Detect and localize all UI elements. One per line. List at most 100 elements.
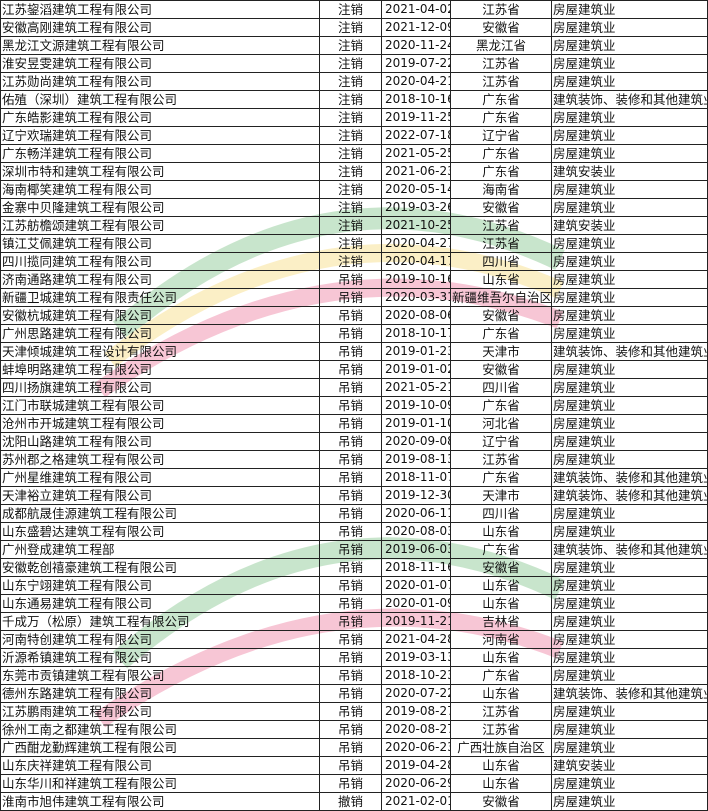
cell-date: 2021-06-23: [381, 162, 451, 181]
cell-industry: 房屋建筑业: [551, 630, 708, 649]
cell-company: 四川揽同建筑工程有限公司: [0, 252, 320, 271]
cell-status: 吊销: [319, 738, 382, 757]
cell-province: 安徽省: [450, 198, 552, 217]
cell-province: 江苏省: [450, 216, 552, 235]
cell-industry: 房屋建筑业: [551, 180, 708, 199]
cell-company: 淮南市旭伟建筑工程有限公司: [0, 792, 320, 811]
table-row: 江苏舫檐颂建筑工程有限公司 注销 2021-10-25 江苏省 建筑安装业: [0, 216, 708, 235]
cell-industry: 建筑装饰、装修和其他建筑业: [551, 684, 708, 703]
cell-date: 2019-12-30: [381, 486, 451, 505]
cell-company: 沧州市开城建筑工程有限公司: [0, 414, 320, 433]
cell-industry: 房屋建筑业: [551, 594, 708, 613]
cell-company: 安徽杭城建筑工程有限公司: [0, 306, 320, 325]
cell-province: 江苏省: [450, 54, 552, 73]
table-row: 辽宁欢瑞建筑工程有限公司 注销 2022-07-18 辽宁省 房屋建筑业: [0, 126, 708, 145]
cell-status: 吊销: [319, 540, 382, 559]
cell-company: 天津裕立建筑工程有限公司: [0, 486, 320, 505]
cell-status: 注销: [319, 54, 382, 73]
cell-status: 注销: [319, 162, 382, 181]
cell-date: 2019-01-23: [381, 342, 451, 361]
cell-company: 山东通易建筑工程有限公司: [0, 594, 320, 613]
cell-date: 2021-05-25: [381, 144, 451, 163]
cell-industry: 房屋建筑业: [551, 792, 708, 811]
cell-status: 注销: [319, 126, 382, 145]
cell-status: 注销: [319, 252, 382, 271]
cell-industry: 房屋建筑业: [551, 774, 708, 793]
cell-industry: 房屋建筑业: [551, 270, 708, 289]
cell-company: 广东畅洋建筑工程有限公司: [0, 144, 320, 163]
cell-company: 沂源希镇建筑工程有限公司: [0, 648, 320, 667]
cell-company: 蚌埠明路建筑工程有限公司: [0, 360, 320, 379]
cell-date: 2019-06-03: [381, 540, 451, 559]
cell-industry: 房屋建筑业: [551, 18, 708, 37]
cell-province: 广东省: [450, 324, 552, 343]
cell-status: 吊销: [319, 324, 382, 343]
cell-status: 吊销: [319, 342, 382, 361]
cell-date: 2021-12-09: [381, 18, 451, 37]
cell-company: 佑殖（深圳）建筑工程有限公司: [0, 90, 320, 109]
cell-status: 吊销: [319, 666, 382, 685]
table-row: 黑龙江文源建筑工程有限公司 注销 2020-11-24 黑龙江省 房屋建筑业: [0, 36, 708, 55]
cell-province: 山东省: [450, 684, 552, 703]
cell-company: 四川扬旗建筑工程有限公司: [0, 378, 320, 397]
cell-industry: 房屋建筑业: [551, 432, 708, 451]
cell-industry: 房屋建筑业: [551, 306, 708, 325]
cell-date: 2020-05-14: [381, 180, 451, 199]
cell-industry: 建筑装饰、装修和其他建筑业: [551, 90, 708, 109]
table-row: 千成万（松原）建筑工程有限公司 吊销 2019-11-21 吉林省 房屋建筑业: [0, 612, 708, 631]
cell-company: 千成万（松原）建筑工程有限公司: [0, 612, 320, 631]
cell-status: 注销: [319, 90, 382, 109]
cell-company: 东莞市贡镇建筑工程有限公司: [0, 666, 320, 685]
cell-province: 安徽省: [450, 18, 552, 37]
cell-company: 成都航晟佳源建筑工程有限公司: [0, 504, 320, 523]
cell-industry: 房屋建筑业: [551, 702, 708, 721]
cell-date: 2020-04-27: [381, 234, 451, 253]
cell-company: 金寨中贝隆建筑工程有限公司: [0, 198, 320, 217]
cell-date: 2021-04-28: [381, 630, 451, 649]
cell-company: 天津倾城建筑工程设计有限公司: [0, 342, 320, 361]
cell-industry: 房屋建筑业: [551, 108, 708, 127]
table-row: 安徽高刚建筑工程有限公司 注销 2021-12-09 安徽省 房屋建筑业: [0, 18, 708, 37]
cell-status: 注销: [319, 36, 382, 55]
cell-province: 山东省: [450, 648, 552, 667]
cell-status: 吊销: [319, 702, 382, 721]
cell-company: 安徽高刚建筑工程有限公司: [0, 18, 320, 37]
cell-status: 吊销: [319, 468, 382, 487]
cell-status: 吊销: [319, 756, 382, 775]
cell-company: 深圳市特和建筑工程有限公司: [0, 162, 320, 181]
cell-province: 广西壮族自治区: [450, 738, 552, 757]
cell-company: 江苏鋆滔建筑工程有限公司: [0, 0, 320, 19]
cell-industry: 建筑装饰、装修和其他建筑业: [551, 486, 708, 505]
cell-province: 广东省: [450, 90, 552, 109]
cell-company: 广州登成建筑工程部: [0, 540, 320, 559]
cell-status: 吊销: [319, 288, 382, 307]
cell-date: 2021-02-01: [381, 792, 451, 811]
cell-province: 江苏省: [450, 72, 552, 91]
table-row: 济南通路建筑工程有限公司 吊销 2019-10-16 山东省 房屋建筑业: [0, 270, 708, 289]
table-row: 镇江艾佩建筑工程有限公司 注销 2020-04-27 江苏省 房屋建筑业: [0, 234, 708, 253]
cell-industry: 房屋建筑业: [551, 738, 708, 757]
cell-province: 山东省: [450, 270, 552, 289]
cell-status: 吊销: [319, 378, 382, 397]
table-row: 沈阳山路建筑工程有限公司 吊销 2020-09-08 辽宁省 房屋建筑业: [0, 432, 708, 451]
cell-date: 2019-03-26: [381, 198, 451, 217]
cell-industry: 房屋建筑业: [551, 144, 708, 163]
table-row: 四川扬旗建筑工程有限公司 吊销 2021-05-21 四川省 房屋建筑业: [0, 378, 708, 397]
cell-province: 山东省: [450, 594, 552, 613]
cell-province: 广东省: [450, 396, 552, 415]
cell-date: 2019-10-16: [381, 270, 451, 289]
cell-province: 河北省: [450, 414, 552, 433]
cell-status: 吊销: [319, 558, 382, 577]
table-row: 江苏勋尚建筑工程有限公司 注销 2020-04-21 江苏省 房屋建筑业: [0, 72, 708, 91]
cell-province: 四川省: [450, 378, 552, 397]
cell-company: 淮安昱雯建筑工程有限公司: [0, 54, 320, 73]
table-row: 江门市联城建筑工程有限公司 吊销 2019-10-09 广东省 房屋建筑业: [0, 396, 708, 415]
cell-industry: 房屋建筑业: [551, 72, 708, 91]
cell-date: 2020-08-27: [381, 720, 451, 739]
cell-status: 撤销: [319, 792, 382, 811]
cell-company: 江苏鹏雨建筑工程有限公司: [0, 702, 320, 721]
cell-status: 吊销: [319, 432, 382, 451]
cell-province: 江苏省: [450, 720, 552, 739]
